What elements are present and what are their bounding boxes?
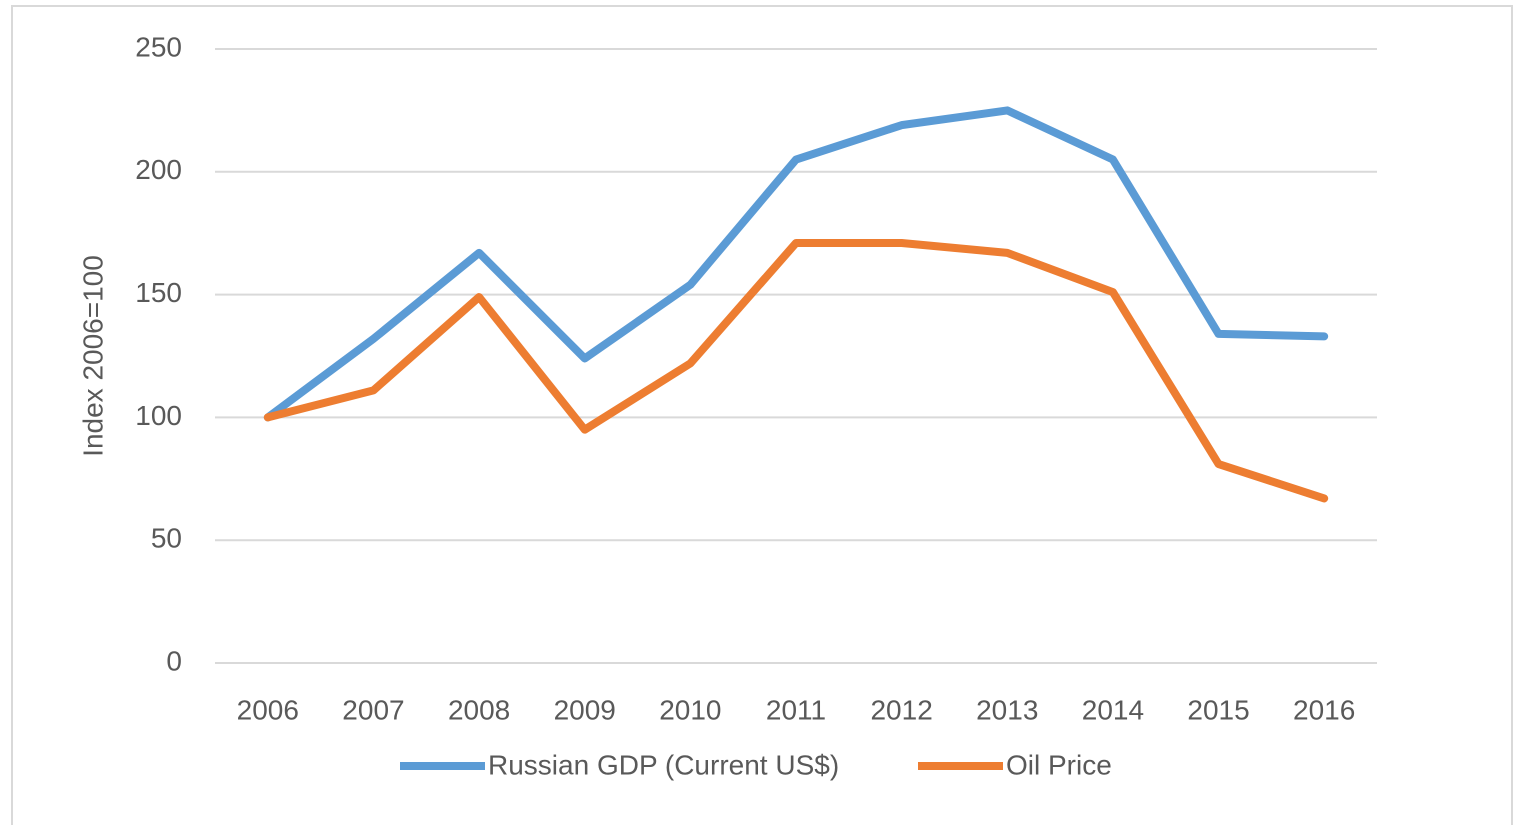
y-axis-label: Index 2006=100 [77, 255, 108, 457]
x-tick-label: 2007 [342, 694, 404, 725]
legend-label: Russian GDP (Current US$) [488, 749, 839, 780]
x-tick-label: 2015 [1187, 694, 1249, 725]
y-tick-label: 0 [166, 645, 182, 676]
legend-label: Oil Price [1006, 749, 1112, 780]
x-tick-label: 2011 [766, 694, 826, 725]
x-tick-label: 2014 [1082, 694, 1144, 725]
x-tick-label: 2009 [554, 694, 616, 725]
series-line [263, 239, 1329, 503]
x-tick-label: 2012 [870, 694, 932, 725]
x-tick-label: 2006 [237, 694, 299, 725]
y-tick-label: 200 [135, 154, 182, 185]
y-tick-label: 50 [151, 523, 182, 554]
y-tick-label: 100 [135, 400, 182, 431]
x-tick-label: 2008 [448, 694, 510, 725]
y-tick-label: 250 [135, 31, 182, 62]
x-tick-label: 2016 [1293, 694, 1355, 725]
y-tick-label: 150 [135, 277, 182, 308]
series-line [263, 106, 1329, 422]
x-tick-label: 2013 [976, 694, 1038, 725]
chart-frame [11, 5, 1513, 825]
x-tick-label: 2010 [659, 694, 721, 725]
